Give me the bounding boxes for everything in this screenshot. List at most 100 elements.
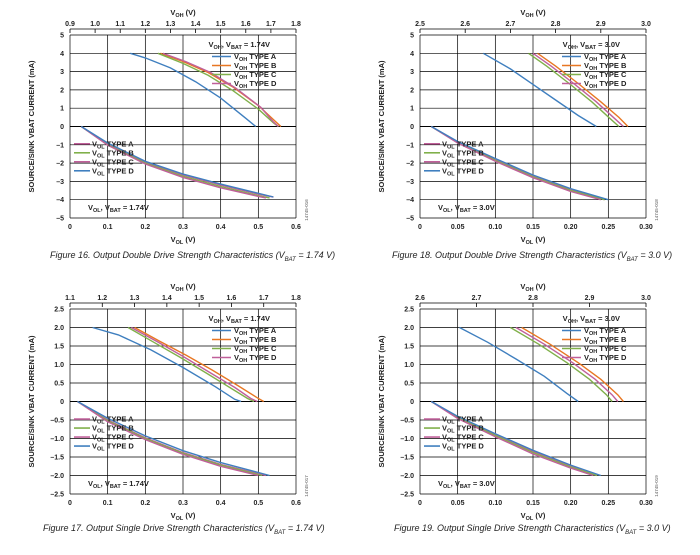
top-axis-label: VOH (V) [520, 8, 546, 19]
legend-entry: VOH TYPE C [234, 70, 277, 81]
voh-series-line [537, 52, 629, 127]
y-tick-label: 2 [410, 87, 414, 94]
y-tick-label: 1.5 [54, 344, 64, 351]
y-tick-label: –1 [56, 142, 64, 149]
legend-entry: VOL TYPE C [442, 433, 484, 444]
top-tick-label: 1.1 [65, 295, 75, 302]
y-tick-label: 2 [60, 87, 64, 94]
y-tick-label: –4 [406, 197, 414, 204]
y-tick-label: 2.0 [404, 325, 414, 332]
y-tick-label: 1 [60, 106, 64, 113]
voh-series-line [482, 52, 597, 128]
figure-id: 14745-019 [654, 475, 659, 497]
voh-condition-annotation: VOH, VBAT = 3.0V [563, 314, 620, 325]
legend-entry: VOH TYPE D [234, 79, 277, 90]
y-tick-label: –2 [406, 161, 414, 168]
legend-entry: VOL TYPE A [92, 139, 134, 150]
legend-entry: VOH TYPE B [234, 61, 277, 72]
y-tick-label: –1 [406, 142, 414, 149]
legend-entry: VOH TYPE D [584, 353, 627, 364]
y-tick-label: 0 [410, 399, 414, 406]
x-tick-label: 0 [68, 224, 72, 231]
voh-series-line [162, 52, 279, 128]
plot-area: –2.5 –2.0 –1.5 –1.0 –0.5 0 0.5 1.0 1.5 2.0 2.5 0 0.0… [377, 282, 659, 522]
voh-series-line [130, 326, 258, 403]
top-tick-label: 1.3 [166, 21, 176, 28]
top-tick-label: 2.8 [528, 295, 538, 302]
y-tick-label: 1.0 [404, 362, 414, 369]
y-tick-label: 0 [60, 399, 64, 406]
y-tick-label: 0.5 [404, 381, 414, 388]
y-tick-label: –3 [406, 179, 414, 186]
y-tick-label: 2.0 [54, 325, 64, 332]
top-tick-label: 2.6 [460, 21, 470, 28]
y-tick-label: 3 [410, 69, 414, 76]
caption-text: Figure 19. Output Single Drive Strength … [394, 523, 626, 533]
caption-end: = 1.74 V) [285, 523, 325, 533]
plot-area: –2.5 –2.0 –1.5 –1.0 –0.5 0 0.5 1.0 1.5 2.0 2.5 0 0.1… [27, 282, 309, 522]
caption-subscript: BAT [284, 256, 296, 263]
legend-entry: VOH TYPE C [584, 344, 627, 355]
caption-subscript: BAT [626, 256, 638, 263]
vol-condition-annotation: VOL, VBAT = 3.0V [438, 479, 495, 490]
top-axis-label: VOH (V) [170, 282, 196, 293]
voh-series-line [130, 52, 257, 128]
y-tick-label: 0 [410, 124, 414, 131]
legend-entry: VOH TYPE B [234, 335, 277, 346]
legend-entry: VOH TYPE B [584, 61, 627, 72]
y-tick-label: –1.5 [400, 455, 414, 462]
y-tick-label: –5 [406, 216, 414, 223]
legend-entry: VOL TYPE D [92, 166, 134, 177]
x-tick-label: 0.6 [291, 224, 301, 231]
x-tick-label: 0.20 [564, 224, 578, 231]
figure-id: 14745-016 [304, 199, 309, 221]
plot-area: –5 –4 –3 –2 –1 0 1 2 3 4 5 0 0.1 0.2 0.3 0.4 0.5 0.6 0.9 1.… [27, 8, 309, 246]
y-tick-label: –2.0 [50, 473, 64, 480]
x-tick-label: 0.4 [216, 500, 226, 507]
chart-caption: Figure 18. Output Double Drive Strength … [392, 250, 672, 263]
vol-series-line [80, 125, 274, 198]
top-tick-label: 2.5 [415, 21, 425, 28]
top-tick-label: 1.2 [140, 21, 150, 28]
x-tick-label: 0.3 [178, 500, 188, 507]
chart-panel-figure-19: –2.5 –2.0 –1.5 –1.0 –0.5 0 0.5 1.0 1.5 2.0 2.5 0 0.0… [350, 278, 700, 555]
figure-id: 14745-018 [654, 199, 659, 221]
x-tick-label: 0.25 [602, 224, 616, 231]
voh-series-line [459, 326, 579, 403]
voh-condition-annotation: VOH, VBAT = 3.0V [563, 40, 620, 51]
x-tick-label: 0.15 [526, 500, 540, 507]
legend-entry: VOL TYPE B [442, 424, 484, 435]
figure-id: 14745-017 [304, 475, 309, 497]
vol-condition-annotation: VOL, VBAT = 1.74V [88, 479, 149, 490]
vol-series-line [77, 400, 263, 477]
legend-entry: VOH TYPE A [234, 326, 277, 337]
caption-end: = 3.0 V) [636, 523, 671, 533]
y-tick-label: 2.5 [54, 307, 64, 314]
y-tick-label: –3 [56, 179, 64, 186]
x-tick-label: 0.3 [178, 224, 188, 231]
top-axis-label: VOH (V) [520, 282, 546, 293]
top-tick-label: 2.9 [585, 295, 595, 302]
chart-panel-figure-16: –5 –4 –3 –2 –1 0 1 2 3 4 5 0 0.1 0.2 0.3 0.4 0.5 0.6 0.9 1.… [0, 0, 350, 270]
x-axis-label: VOL (V) [171, 235, 196, 246]
vol-series-line [80, 125, 267, 199]
y-tick-label: 5 [60, 33, 64, 40]
top-tick-label: 2.7 [472, 295, 482, 302]
y-tick-label: –2 [56, 161, 64, 168]
x-tick-label: 0.30 [639, 224, 653, 231]
voh-series-line [134, 326, 265, 403]
plot-area: –5 –4 –3 –2 –1 0 1 2 3 4 5 0 0.05 0.10 0.15 0.20 0.25 0.3… [377, 8, 659, 246]
x-tick-label: 0 [418, 224, 422, 231]
legend-entry: VOL TYPE D [92, 442, 134, 453]
y-tick-label: 5 [410, 33, 414, 40]
caption-text: Figure 16. Output Double Drive Strength … [50, 250, 285, 260]
top-tick-label: 1.6 [241, 21, 251, 28]
x-tick-label: 0.20 [564, 500, 578, 507]
x-tick-label: 0.25 [602, 500, 616, 507]
voh-series-line [127, 326, 255, 403]
legend-entry: VOL TYPE B [442, 148, 484, 159]
legend-entry: VOH TYPE C [234, 344, 277, 355]
voh-series-line [510, 326, 613, 402]
y-tick-label: 0.5 [54, 381, 64, 388]
y-tick-label: –2.0 [400, 473, 414, 480]
